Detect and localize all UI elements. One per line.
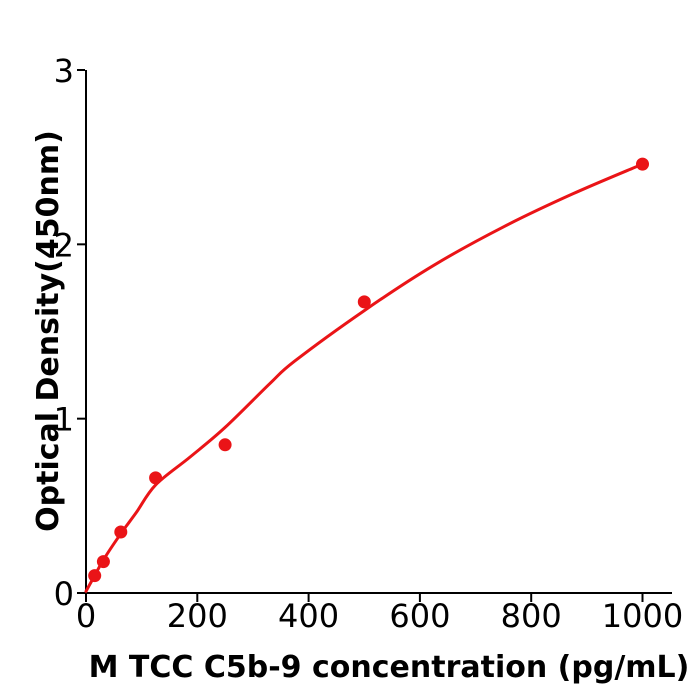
fitted-curve-line	[84, 162, 644, 593]
x-tick-label: 600	[389, 597, 450, 635]
x-tick-label: 800	[501, 597, 562, 635]
x-tick-label: 0	[76, 597, 96, 635]
y-tick-label: 2	[54, 226, 74, 264]
x-tick-label: 200	[167, 597, 228, 635]
y-tick-label: 0	[54, 575, 74, 613]
data-point-marker	[88, 569, 102, 583]
data-point-marker	[218, 438, 232, 452]
y-tick-label: 1	[54, 401, 74, 439]
x-axis-label: M TCC C5b-9 concentration (pg/mL)	[89, 650, 690, 685]
data-series	[84, 157, 649, 593]
data-point-marker	[357, 295, 371, 309]
y-axis-label: Optical Density(450nm)	[31, 130, 66, 532]
axes	[85, 70, 672, 594]
x-tick-label: 1000	[602, 597, 683, 635]
tick-marks-and-labels: 0 200 400 600 800 1000 0 1 2 3	[54, 52, 684, 635]
data-point-marker	[114, 525, 128, 539]
x-tick-label: 400	[278, 597, 339, 635]
data-point-marker	[149, 471, 163, 485]
y-tick-label: 3	[54, 52, 74, 90]
data-point-marker	[96, 555, 110, 569]
data-point-marker	[636, 157, 649, 171]
